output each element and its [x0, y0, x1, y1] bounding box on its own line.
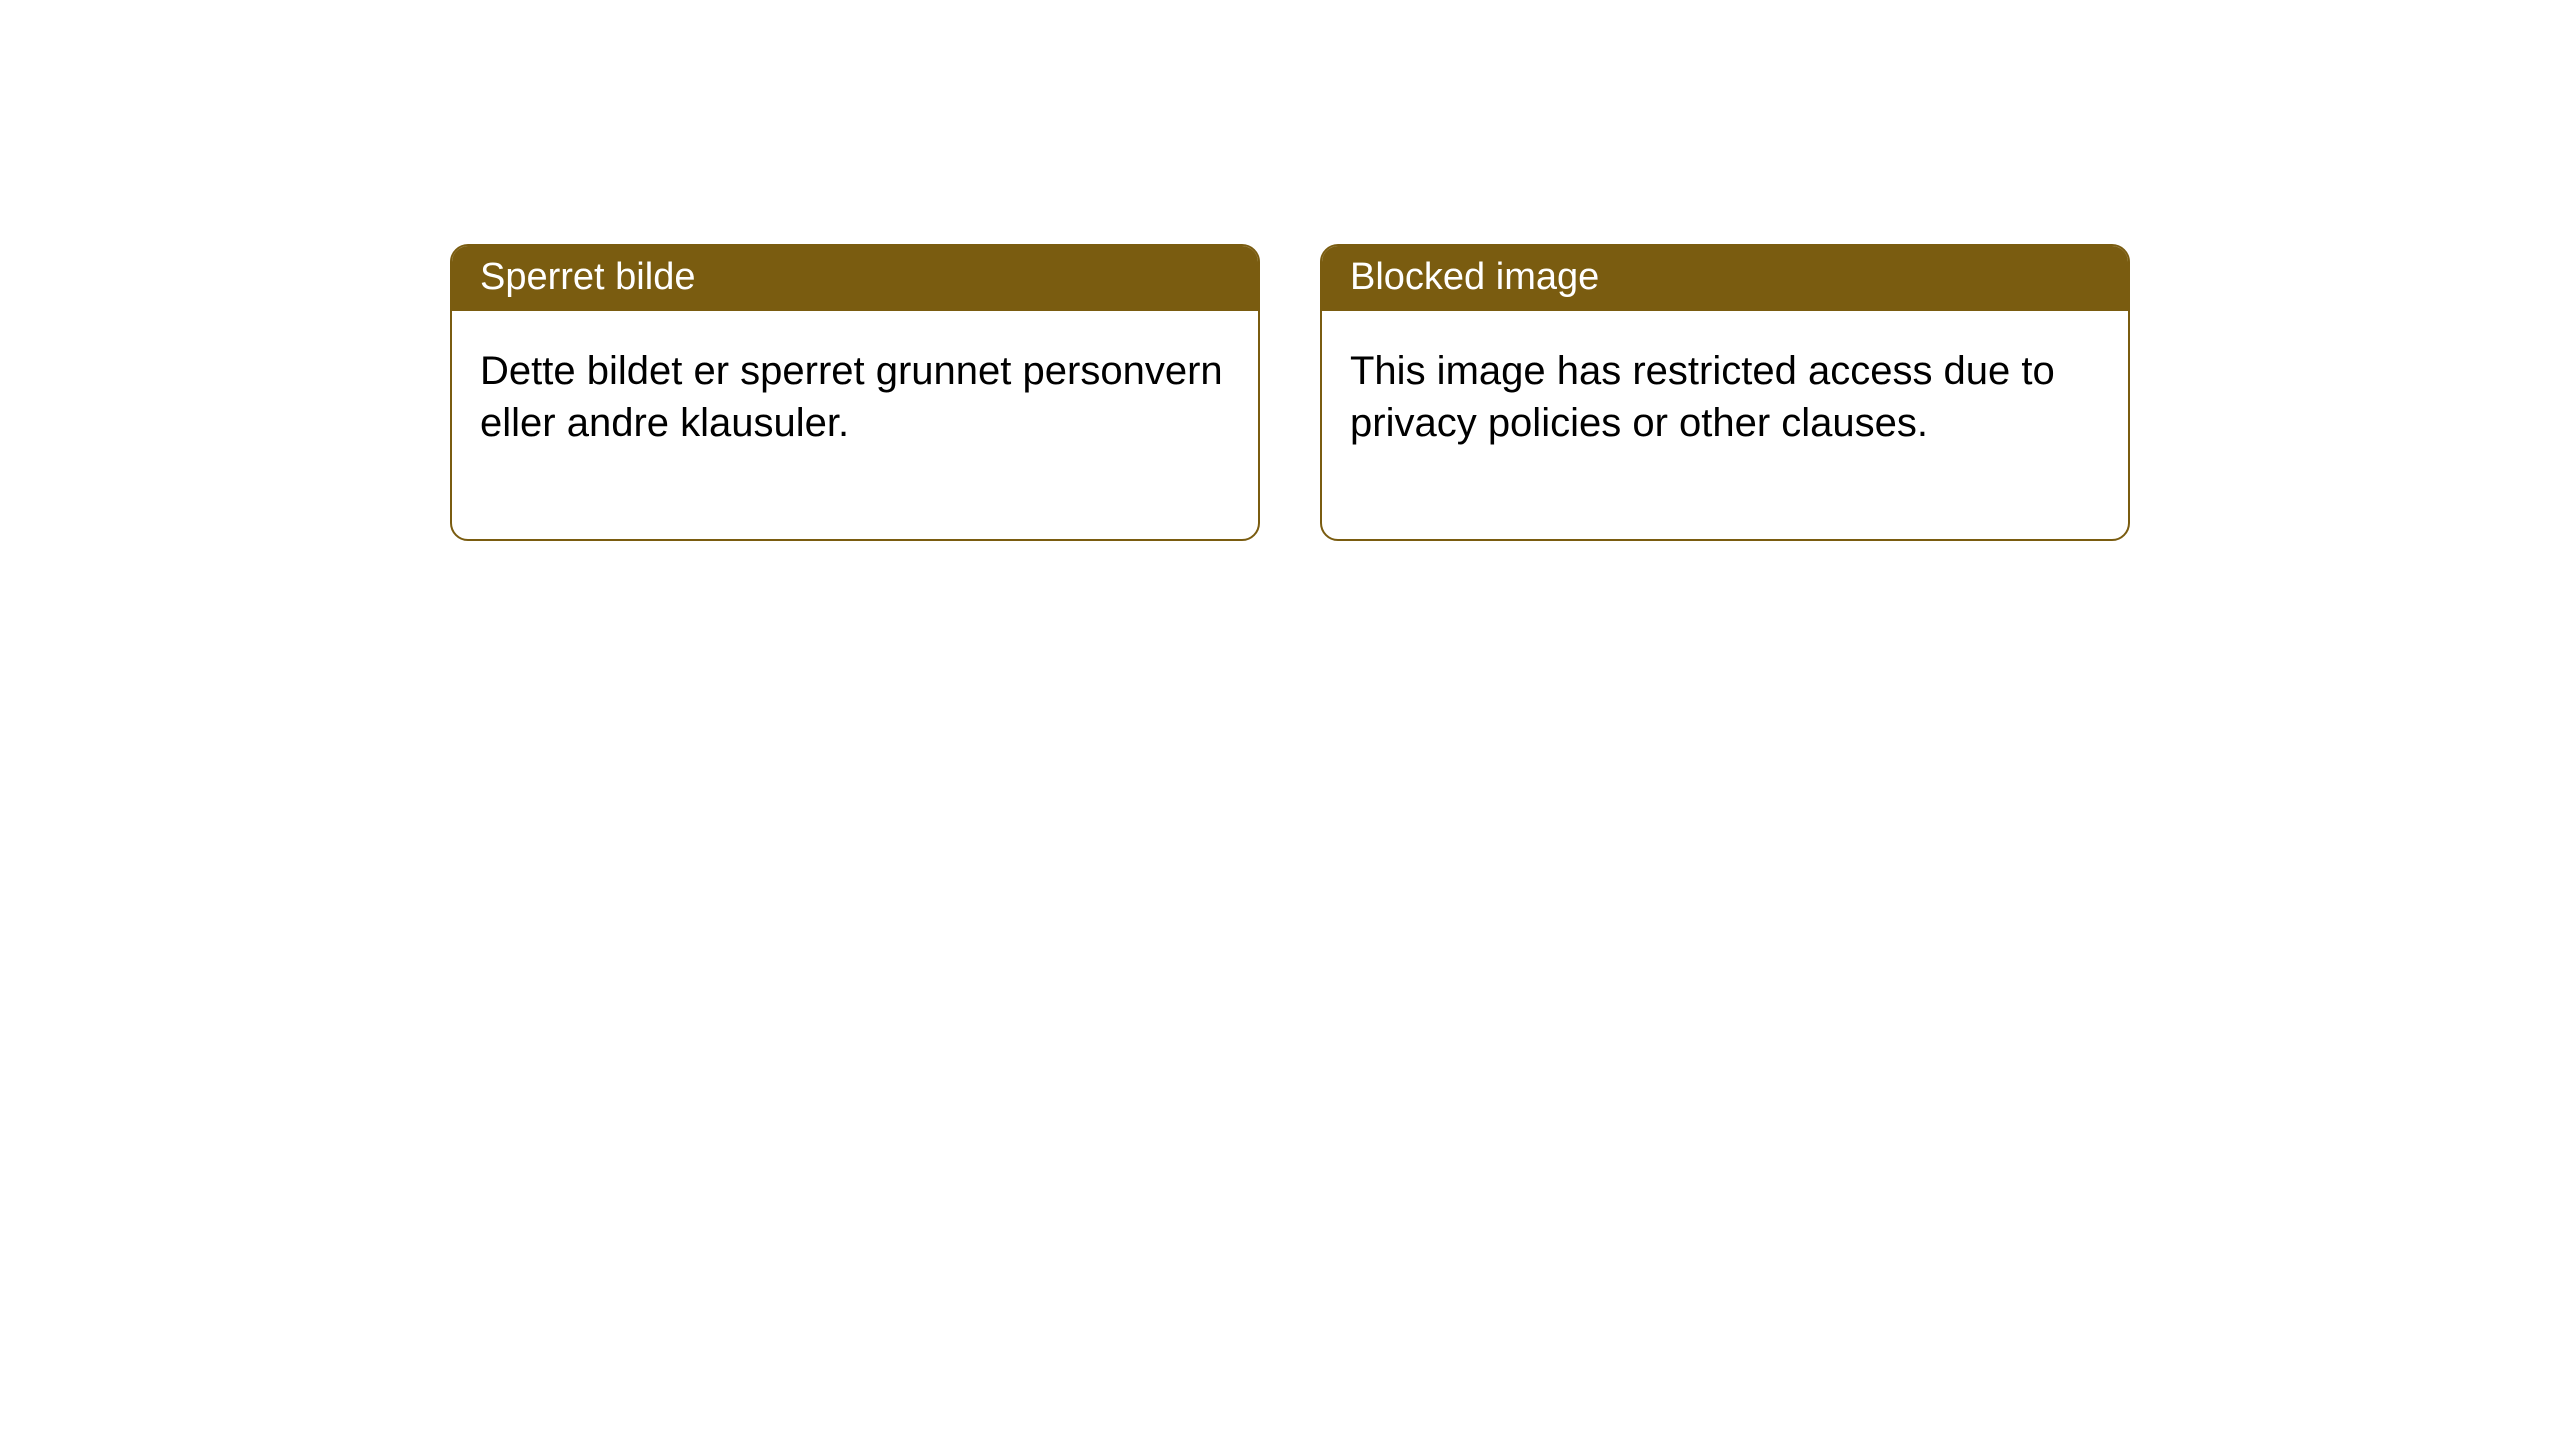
notice-card-norwegian: Sperret bilde Dette bildet er sperret gr… [450, 244, 1260, 541]
notice-header: Sperret bilde [452, 246, 1258, 311]
notice-header: Blocked image [1322, 246, 2128, 311]
notice-card-english: Blocked image This image has restricted … [1320, 244, 2130, 541]
notice-body: This image has restricted access due to … [1322, 311, 2128, 539]
notice-container: Sperret bilde Dette bildet er sperret gr… [0, 0, 2560, 541]
notice-body: Dette bildet er sperret grunnet personve… [452, 311, 1258, 539]
